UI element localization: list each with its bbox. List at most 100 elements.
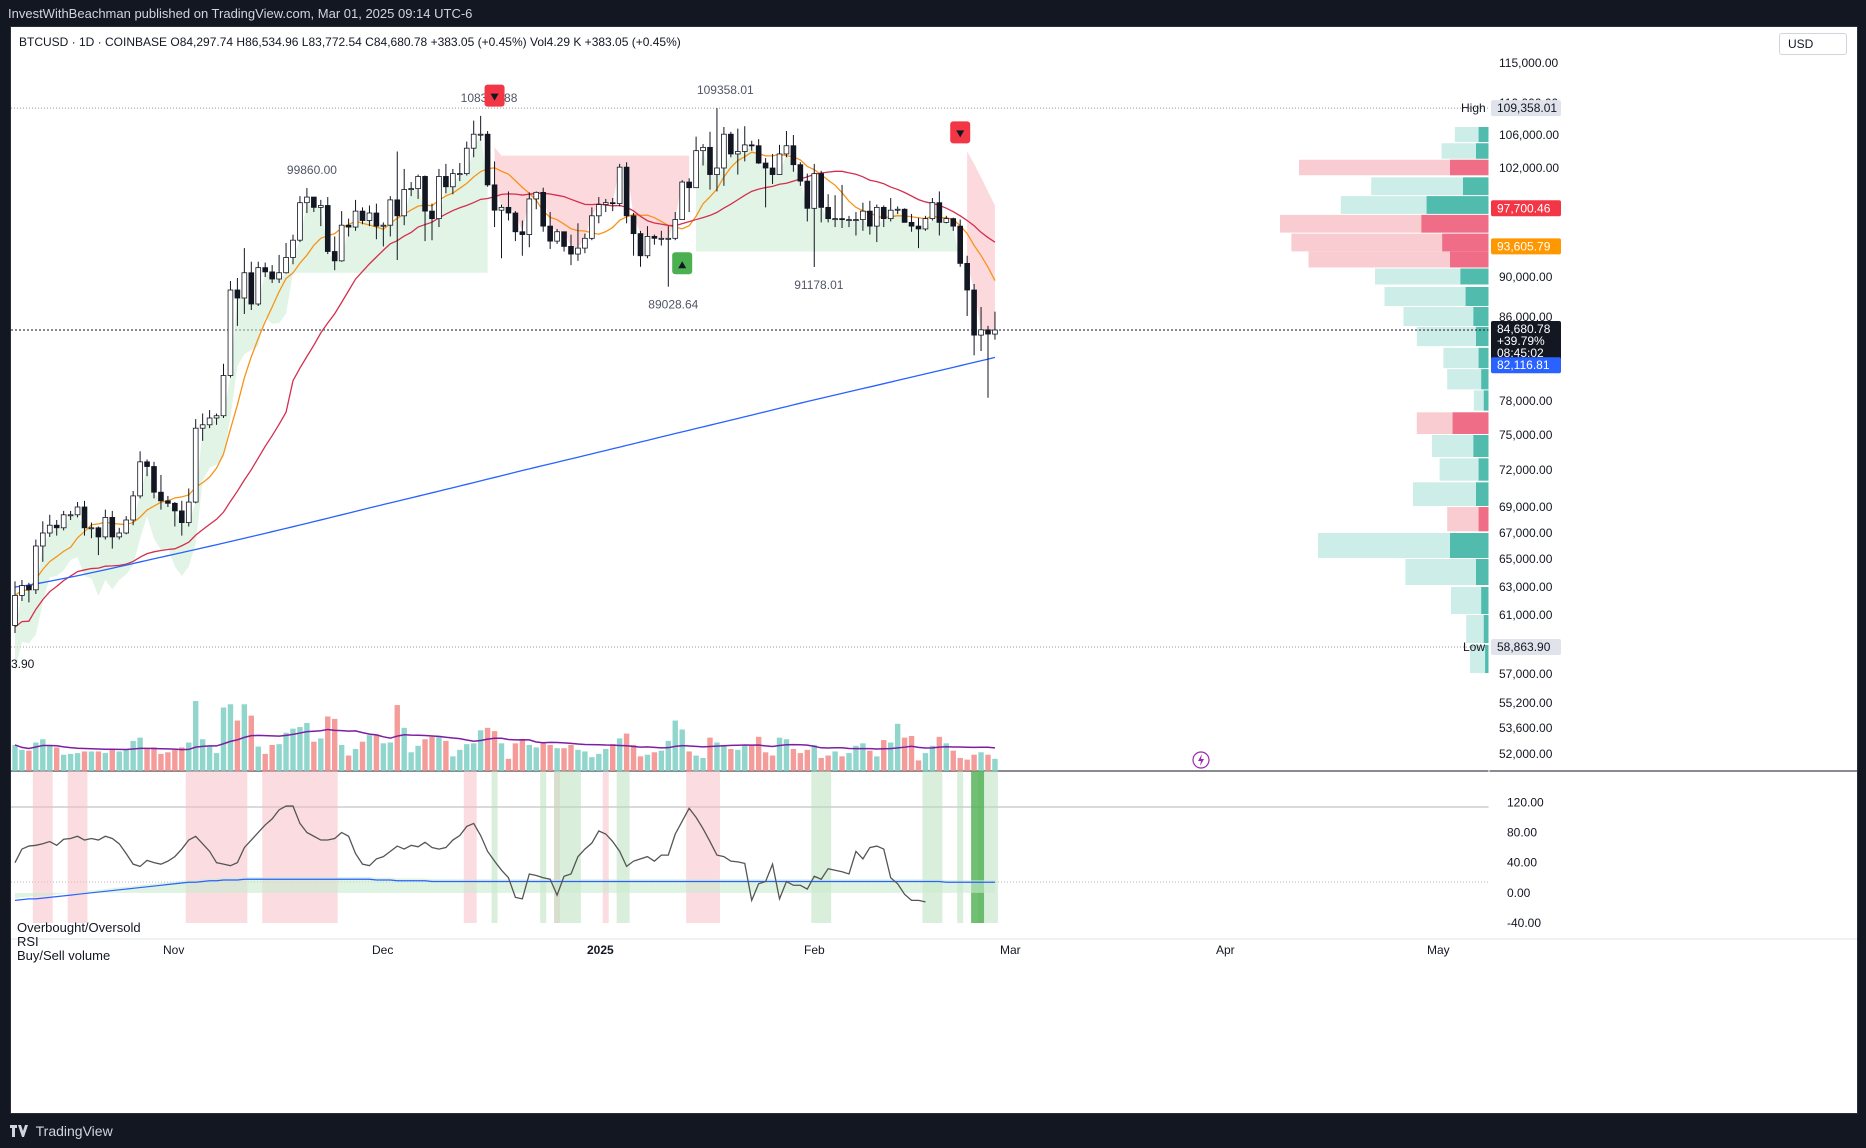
- price-annotation: 91178.01: [794, 278, 843, 292]
- candle-body: [39, 532, 46, 547]
- candle-body: [839, 218, 845, 221]
- candle-body: [415, 176, 421, 190]
- candle: [804, 173, 811, 222]
- volume-bar: [623, 733, 630, 771]
- tradingview-logo-icon: [10, 1124, 28, 1140]
- time-axis-tick: Nov: [163, 943, 184, 957]
- volume-bar: [199, 739, 206, 771]
- overbought-band: [686, 771, 720, 923]
- high-label: High: [1461, 101, 1486, 115]
- volume-bar: [700, 757, 706, 771]
- oversold-band: [540, 771, 547, 923]
- candle-body: [686, 181, 692, 189]
- candle: [317, 199, 324, 227]
- candle: [290, 234, 296, 265]
- candle-body: [582, 237, 588, 249]
- candle: [165, 495, 171, 507]
- bar-countdown: 08:45:02: [1497, 346, 1544, 360]
- candle-body: [874, 206, 880, 227]
- volume-bar: [749, 744, 755, 771]
- candle: [491, 161, 498, 228]
- oversold-band: [922, 771, 943, 923]
- candle: [554, 228, 560, 244]
- candle: [137, 451, 143, 499]
- candle: [450, 168, 456, 195]
- candle: [637, 230, 644, 267]
- price-chart[interactable]: 99860.00108388.88109358.0189028.6491178.…: [11, 27, 1857, 1113]
- candle: [130, 490, 136, 526]
- candle-body: [741, 144, 748, 152]
- price-axis-tick: 102,000.00: [1499, 161, 1559, 175]
- overbought-band: [602, 771, 609, 923]
- volume-profile-row: [1384, 287, 1489, 306]
- candle-body: [853, 219, 859, 221]
- volume-profile-row-core: [1460, 268, 1489, 285]
- candle-body: [922, 218, 929, 230]
- volume-bar: [67, 753, 74, 771]
- candle-body: [297, 202, 303, 241]
- candle-body: [95, 527, 102, 538]
- volume-bar: [498, 743, 505, 771]
- candle-body: [748, 144, 755, 147]
- volume-bar: [116, 751, 122, 771]
- volume-bar: [422, 739, 428, 771]
- volume-bar: [415, 745, 421, 771]
- candle: [227, 281, 234, 378]
- volume-bar: [227, 704, 234, 771]
- volume-bar: [776, 737, 783, 771]
- volume-bar: [783, 739, 790, 771]
- volume-bar: [881, 740, 887, 771]
- volume-bar: [123, 749, 129, 771]
- volume-bar: [755, 736, 762, 771]
- candle: [109, 510, 116, 549]
- volume-profile-row: [1291, 233, 1489, 252]
- volume-bar: [12, 744, 18, 771]
- volume-bar: [728, 749, 734, 771]
- lightning-icon-bolt: [1198, 754, 1204, 766]
- downtrend-fill-1: [494, 99, 690, 249]
- buy-sell-volume-label[interactable]: Buy/Sell volume: [17, 948, 111, 963]
- candle-body: [178, 510, 185, 523]
- candle: [387, 196, 394, 237]
- currency-selector[interactable]: USD: [1779, 33, 1847, 55]
- volume-bar: [964, 759, 970, 771]
- candle: [206, 410, 213, 429]
- candle: [950, 217, 957, 231]
- volume-bar: [957, 757, 963, 771]
- candle: [304, 188, 310, 213]
- volume-bar: [721, 744, 727, 771]
- rsi-label[interactable]: RSI: [17, 934, 39, 949]
- candle-body: [811, 173, 818, 209]
- volume-bar: [568, 744, 574, 771]
- rsi-axis-tick: 0.00: [1507, 886, 1531, 900]
- volume-bar: [610, 744, 616, 771]
- volume-bar: [992, 758, 998, 771]
- volume-bar: [929, 745, 936, 771]
- candle-body: [561, 231, 567, 247]
- candle-body: [470, 133, 477, 149]
- branding-label: TradingView: [35, 1122, 113, 1139]
- volume-profile-row-core: [1481, 369, 1489, 390]
- volume-bar: [901, 737, 908, 771]
- overbought-oversold-label[interactable]: Overbought/Oversold: [17, 920, 141, 935]
- volume-profile-row-core: [1476, 326, 1489, 347]
- candle: [658, 230, 665, 246]
- candle: [561, 231, 567, 252]
- tradingview-branding[interactable]: TradingView: [10, 1123, 113, 1140]
- candle: [936, 191, 943, 236]
- price-axis-tick: 55,200.00: [1499, 696, 1553, 710]
- candle: [679, 180, 685, 220]
- candle: [790, 135, 797, 172]
- time-axis-tick: 2025: [587, 943, 614, 957]
- sell-signal-arrow: [490, 93, 499, 101]
- candle: [74, 502, 81, 518]
- candle-body: [220, 375, 227, 417]
- volume-bar: [33, 742, 39, 771]
- candle-body: [714, 167, 720, 175]
- volume-profile-row-core: [1476, 559, 1489, 585]
- chart-panel[interactable]: 99860.00108388.88109358.0189028.6491178.…: [10, 26, 1858, 1114]
- candle-body: [394, 199, 401, 217]
- candle-body: [213, 415, 220, 419]
- volume-profile-row-core: [1463, 177, 1489, 196]
